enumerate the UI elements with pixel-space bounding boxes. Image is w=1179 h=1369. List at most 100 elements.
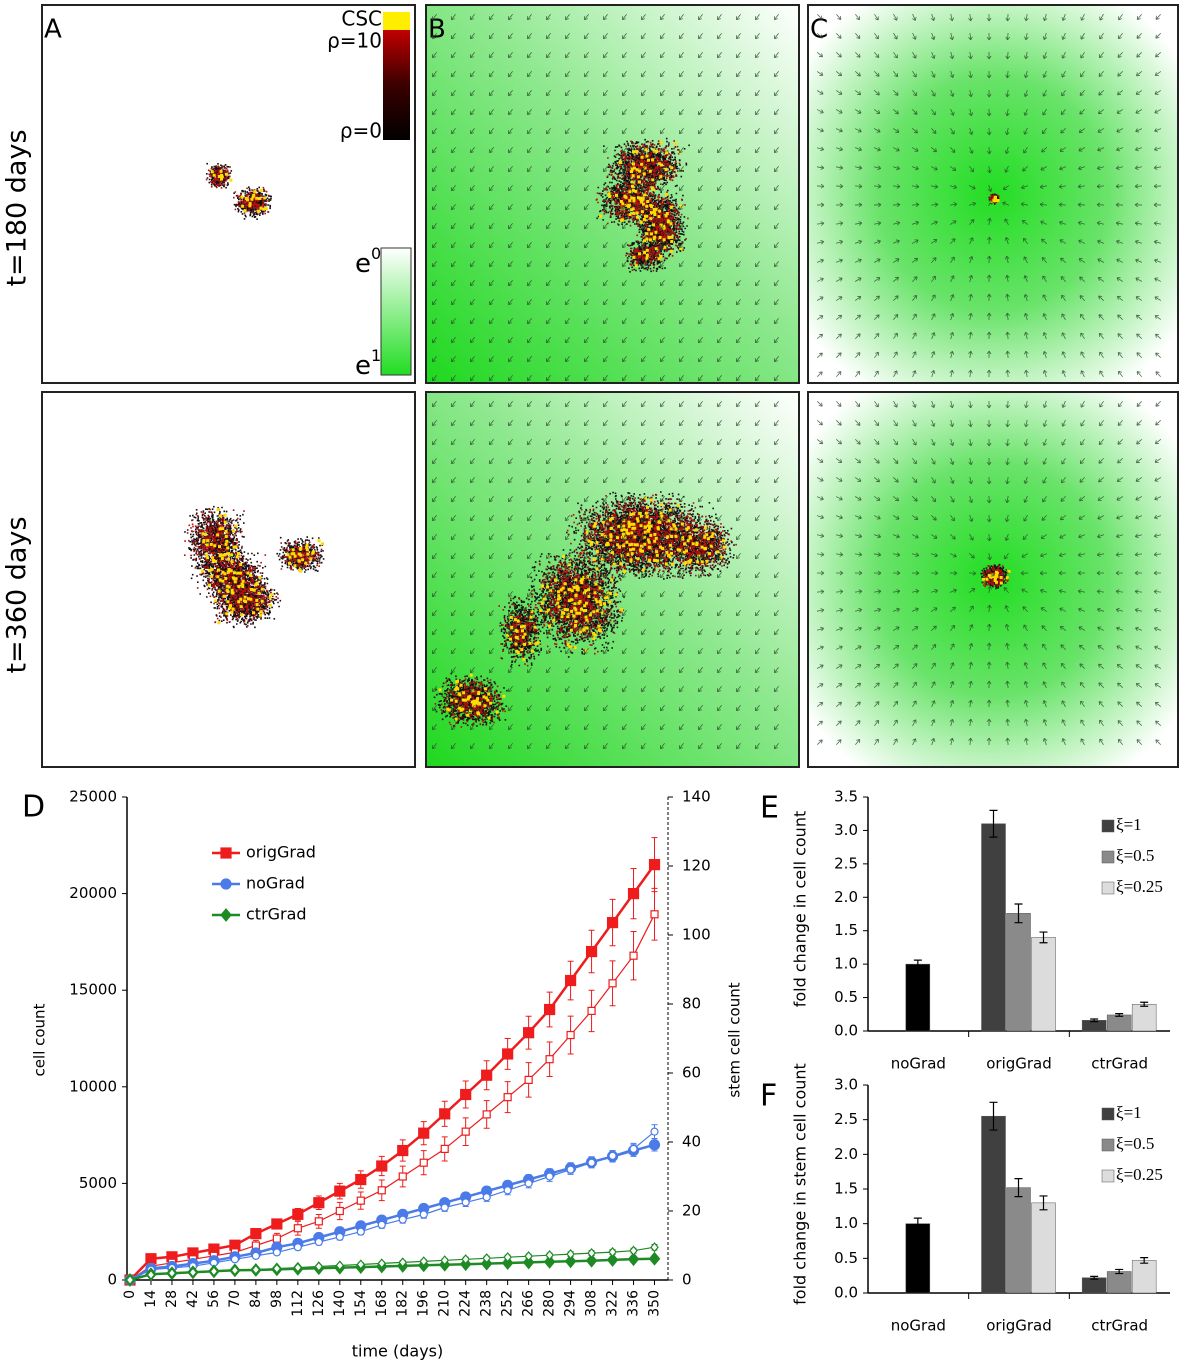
e-colorbar	[380, 247, 412, 376]
x-tick-label: 56	[206, 1290, 222, 1308]
error-bar	[1140, 1001, 1149, 1007]
error-bar	[1090, 1018, 1099, 1023]
x-tick-label: 126	[311, 1290, 327, 1317]
marker	[587, 1247, 596, 1259]
marker	[523, 1027, 535, 1039]
marker	[356, 1227, 365, 1236]
y-tick-label: 1.5	[834, 1180, 858, 1198]
marker	[439, 1108, 451, 1120]
marker	[524, 1179, 533, 1188]
x-tick-label: 322	[605, 1290, 621, 1317]
colorbar-label: e0	[355, 244, 381, 279]
y-axis-label: fold change in stem cell count	[791, 1063, 810, 1305]
error-bar	[1014, 1178, 1023, 1198]
x-tick-label: ctrGrad	[1091, 1317, 1148, 1335]
cells-csc	[438, 496, 726, 721]
marker	[271, 1218, 283, 1230]
marker	[398, 1257, 408, 1268]
x-tick-label: 154	[353, 1290, 369, 1317]
rho-colorbar	[383, 30, 410, 140]
panel-letter: E	[760, 791, 779, 826]
marker	[146, 1269, 156, 1280]
marker	[482, 1193, 491, 1202]
y-tick-label: 1.5	[834, 921, 858, 939]
x-tick-label: 98	[269, 1290, 285, 1308]
x-tick-label: noGrad	[891, 1055, 946, 1073]
legend-swatch	[1101, 819, 1115, 833]
legend-swatch	[1101, 1107, 1115, 1121]
y2-tick-label: 100	[682, 926, 711, 944]
arrow-field	[816, 400, 1162, 746]
bar	[1031, 937, 1056, 1032]
legend-label: ctrGrad	[246, 905, 307, 924]
colorbar-label: ρ=0	[340, 119, 382, 143]
marker	[419, 1256, 429, 1267]
marker	[608, 1151, 617, 1160]
x-tick-label: 280	[542, 1290, 558, 1317]
y2-tick-label: 120	[682, 857, 711, 875]
x-axis-label: time (days)	[352, 1342, 443, 1361]
bar	[905, 1223, 931, 1294]
marker	[293, 1243, 302, 1252]
marker	[293, 1262, 303, 1273]
marker	[209, 1266, 219, 1277]
panel-a1	[41, 4, 416, 384]
marker	[220, 847, 232, 859]
x-tick-label: 112	[290, 1290, 306, 1317]
cell-clusters	[184, 137, 1011, 728]
marker	[501, 1256, 514, 1270]
x-tick-label: 42	[185, 1290, 201, 1308]
legend-label: origGrad	[246, 843, 316, 862]
x-tick-label: 140	[332, 1290, 348, 1317]
marker	[650, 1127, 659, 1136]
marker	[503, 1186, 512, 1195]
error-bar	[1140, 1257, 1149, 1264]
marker	[230, 1255, 240, 1264]
exponent: 1	[371, 346, 381, 365]
marker	[167, 1267, 177, 1279]
marker	[648, 1139, 661, 1151]
arrow-field	[432, 400, 779, 750]
base: e	[355, 249, 371, 279]
bar	[981, 823, 1006, 1032]
marker	[397, 1144, 409, 1157]
bar	[1006, 913, 1031, 1032]
y2-tick-label: 60	[682, 1064, 701, 1082]
y-tick-label: 25000	[69, 788, 117, 806]
panel-backgrounds	[41, 4, 1179, 768]
marker	[293, 1224, 302, 1233]
marker	[566, 1165, 575, 1174]
x-tick-label: 238	[479, 1290, 495, 1317]
y-tick-label: 2.0	[834, 888, 858, 906]
marker	[461, 1198, 470, 1207]
y2-tick-label: 20	[682, 1202, 701, 1220]
marker	[545, 1250, 554, 1261]
marker	[419, 1158, 428, 1167]
marker	[587, 1158, 596, 1167]
y-tick-label: 10000	[69, 1077, 117, 1095]
marker	[524, 1251, 533, 1262]
series-line	[129, 1131, 655, 1281]
marker	[313, 1197, 325, 1209]
y2-tick-label: 80	[682, 995, 701, 1013]
x-tick-label: 196	[416, 1290, 432, 1317]
x-tick-label: 14	[143, 1290, 159, 1308]
error-bar	[1090, 1275, 1099, 1280]
marker	[314, 1237, 323, 1247]
marker	[250, 1228, 262, 1240]
marker	[545, 1055, 554, 1064]
legend-swatch	[1101, 1138, 1115, 1152]
marker	[585, 1253, 598, 1268]
marker	[440, 1144, 449, 1154]
marker	[272, 1248, 281, 1257]
colorbar-label: e1	[355, 346, 381, 381]
marker	[608, 1246, 617, 1258]
marker	[230, 1265, 240, 1276]
error-bar	[1115, 1013, 1124, 1017]
y-tick-label: 1.0	[834, 1214, 858, 1232]
y-tick-label: 3.0	[834, 1076, 858, 1094]
marker	[314, 1217, 323, 1226]
arrow-field	[432, 13, 779, 382]
csc-swatch	[383, 12, 410, 30]
marker	[503, 1093, 512, 1102]
